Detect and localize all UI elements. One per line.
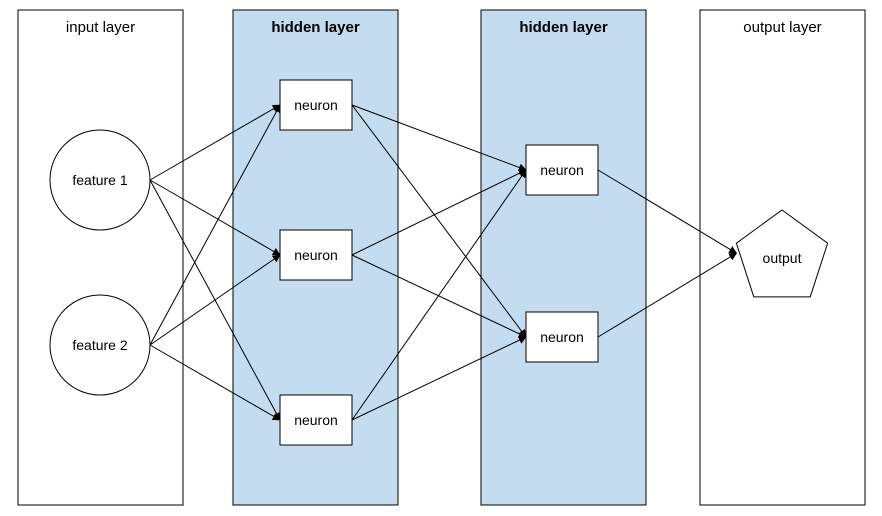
node-label-f1: feature 1 [72,172,127,188]
neural-network-diagram: input layer hidden layer hidden layer outpu… [0,0,882,516]
node-h1a: neuron [280,80,352,130]
node-h2b: neuron [526,312,598,362]
layer-title-output: output layer [743,19,821,36]
layer-title-hidden1: hidden layer [271,19,360,36]
node-label-h2b: neuron [540,329,584,345]
node-label-h1c: neuron [294,412,338,428]
layer-title-input: input layer [66,19,135,36]
node-h2a: neuron [526,145,598,195]
layer-panel-hidden2 [481,10,646,505]
node-label-h1b: neuron [294,247,338,263]
node-h1b: neuron [280,230,352,280]
layer-title-hidden2: hidden layer [519,19,608,36]
layer-panel-input [18,10,183,505]
node-label-f2: feature 2 [72,337,127,353]
node-f2: feature 2 [50,295,150,395]
node-h1c: neuron [280,395,352,445]
node-label-h2a: neuron [540,162,584,178]
node-label-out: output [763,250,802,266]
node-label-h1a: neuron [294,97,338,113]
node-f1: feature 1 [50,130,150,230]
